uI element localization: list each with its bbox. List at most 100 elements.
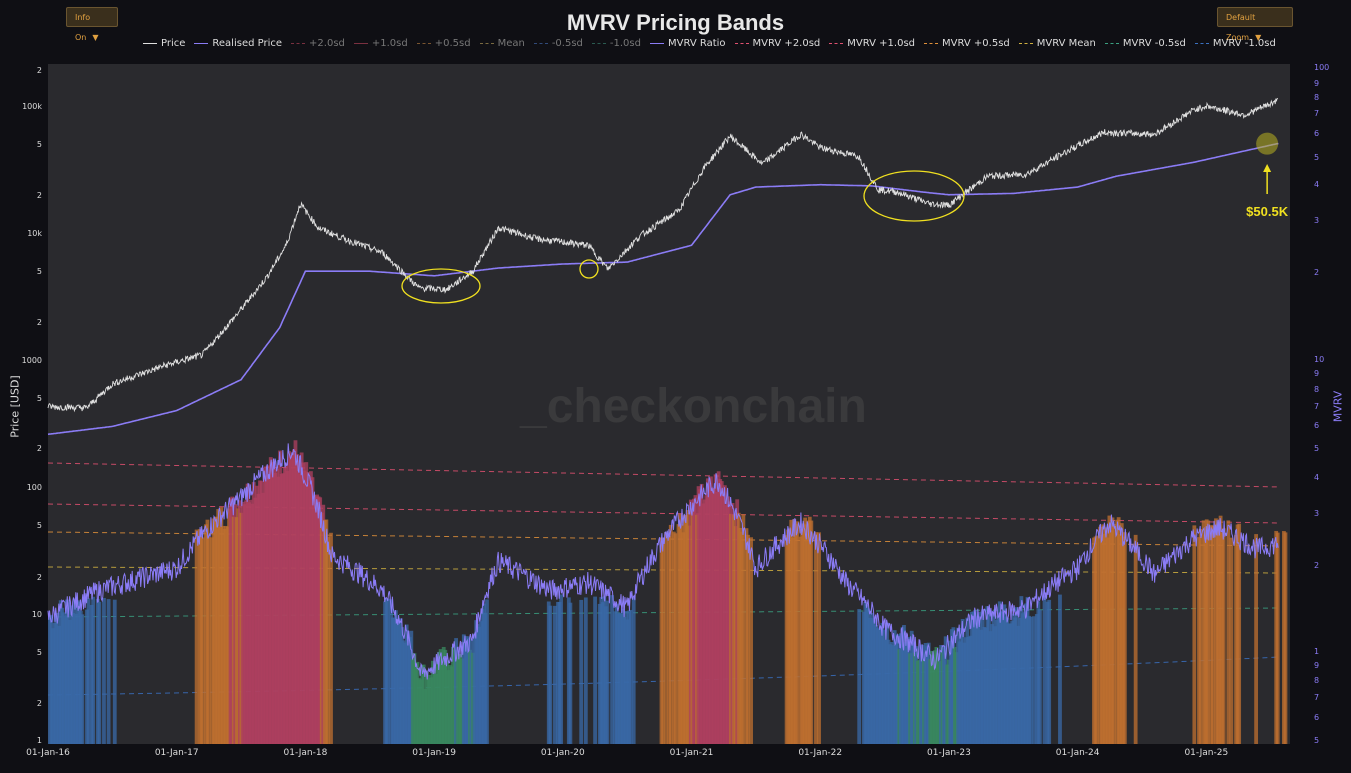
y-tick-label-right: 9 — [1314, 79, 1319, 88]
chevron-down-icon: ▼ — [1255, 33, 1262, 42]
zoom-select-label: Default Zoom — [1226, 13, 1256, 42]
y-tick-label-right: 10 — [1314, 355, 1324, 364]
legend-item[interactable]: -1.0sd — [591, 38, 641, 49]
legend-swatch — [194, 42, 209, 44]
y-tick-label-left: 2 — [37, 66, 42, 75]
legend-swatch — [479, 42, 494, 44]
y-tick-label-left: 1 — [37, 736, 42, 745]
y-tick-label-right: 8 — [1314, 93, 1319, 102]
highlight-ellipse — [401, 268, 481, 304]
y-tick-label-right: 7 — [1314, 402, 1319, 411]
y-tick-label-right: 100 — [1314, 63, 1329, 72]
mvrv-zone-bar — [1047, 599, 1052, 744]
mvrv-zone-bar — [326, 536, 330, 744]
mvrv-zone-bar — [857, 609, 862, 744]
highlight-ellipse — [863, 170, 965, 222]
mvrv-zone-bar — [605, 600, 610, 744]
info-toggle-button[interactable]: Info On ▼ — [66, 7, 118, 42]
legend-item[interactable]: Realised Price — [194, 38, 282, 49]
legend-item[interactable]: MVRV -0.5sd — [1104, 38, 1186, 49]
annotation-label: $50.5K — [1246, 204, 1289, 219]
zoom-select-button[interactable]: Default Zoom ▼ — [1217, 7, 1293, 42]
legend-item[interactable]: MVRV +2.0sd — [734, 38, 821, 49]
mvrv-zone-bar — [746, 534, 750, 744]
legend-item[interactable]: MVRV +0.5sd — [924, 38, 1010, 49]
mvrv-zone-bar — [200, 537, 205, 744]
legend-swatch — [924, 42, 939, 44]
legend-item[interactable]: MVRV -1.0sd — [1194, 38, 1276, 49]
y-tick-label-right: 6 — [1314, 129, 1319, 138]
mvrv-zone-bar — [579, 599, 584, 744]
mvrv-zone-bar — [568, 602, 573, 744]
y-tick-label-right: 8 — [1314, 385, 1319, 394]
legend-item[interactable]: +2.0sd — [291, 38, 345, 49]
mvrv-band-plus_2sd — [47, 462, 1281, 488]
x-tick-label: 01-Jan-16 — [26, 748, 70, 758]
y-tick-label-left: 2 — [37, 573, 42, 582]
legend-swatch — [353, 42, 368, 44]
mvrv-zone-bar — [559, 594, 564, 744]
mvrv-zone-bar — [1112, 523, 1116, 744]
y-tick-label-right: 4 — [1314, 180, 1319, 189]
highlight-ellipse — [579, 259, 599, 279]
legend-label: MVRV Mean — [1036, 38, 1096, 49]
mvrv-zone-bar — [1028, 616, 1033, 744]
legend-label: MVRV +1.0sd — [847, 38, 916, 49]
mvrv-zone-bar — [741, 514, 746, 744]
mvrv-zone-bar — [817, 532, 821, 744]
y-tick-label-right: 7 — [1314, 693, 1319, 702]
legend-label: MVRV -0.5sd — [1122, 38, 1186, 49]
mvrv-zone-bar — [485, 599, 489, 744]
mvrv-zone-bar — [1229, 537, 1234, 744]
annotation-marker — [1256, 132, 1279, 155]
watermark: _checkonchain — [519, 380, 867, 433]
y-tick-label-right: 1 — [1314, 647, 1319, 656]
legend-label: MVRV +0.5sd — [942, 38, 1010, 49]
legend-label: +0.5sd — [434, 38, 471, 49]
x-tick-label: 01-Jan-23 — [927, 748, 971, 758]
price-line — [47, 97, 1279, 413]
y-tick-label-right: 5 — [1314, 736, 1319, 745]
legend-item[interactable]: +0.5sd — [416, 38, 471, 49]
legend-item[interactable]: Mean — [479, 38, 525, 49]
mvrv-zone-bar — [668, 524, 673, 744]
x-tick-label: 01-Jan-17 — [155, 748, 199, 758]
y-tick-label-left: 100 — [27, 483, 42, 492]
mvrv-zone-bar — [610, 595, 614, 744]
chart-legend: Price Realised Price +2.0sd +1.0sd +0.5sd Mea… — [143, 38, 1285, 52]
legend-item[interactable]: MVRV +1.0sd — [829, 38, 915, 49]
mvrv-zone-bar — [97, 601, 102, 744]
legend-item[interactable]: Price — [143, 38, 185, 49]
mvrv-zone-bar — [112, 599, 117, 744]
legend-label: Mean — [497, 38, 525, 49]
x-tick-label: 01-Jan-20 — [541, 748, 585, 758]
mvrv-zone-bar — [1226, 520, 1231, 744]
mvrv-zone-bar — [91, 596, 96, 744]
legend-label: Realised Price — [212, 38, 283, 49]
y-tick-label-right: 4 — [1314, 473, 1319, 482]
legend-item[interactable]: -0.5sd — [533, 38, 583, 49]
info-toggle-label: Info On — [75, 13, 91, 42]
x-tick-label: 01-Jan-19 — [412, 748, 456, 758]
mvrv-zone-bar — [102, 597, 106, 744]
legend-item[interactable]: +1.0sd — [353, 38, 408, 49]
legend-item[interactable]: MVRV Mean — [1018, 38, 1096, 49]
mvrv-zone-bar — [1133, 534, 1138, 744]
mvrv-zone-bar — [86, 598, 91, 744]
legend-item[interactable]: MVRV Ratio — [649, 38, 726, 49]
legend-label: MVRV +2.0sd — [752, 38, 821, 49]
mvrv-zone-bar — [661, 537, 665, 744]
y-tick-label-left: 2 — [37, 444, 42, 453]
legend-swatch — [291, 42, 306, 44]
mvrv-zone-bar — [106, 599, 111, 744]
y-tick-label-right: 3 — [1314, 509, 1319, 518]
y-tick-label-right: 6 — [1314, 421, 1319, 430]
mvrv-zone-bar — [1283, 532, 1288, 744]
mvrv-zone-bar — [749, 537, 753, 744]
mvrv-zone-bar — [1058, 594, 1062, 744]
x-tick-label: 01-Jan-25 — [1184, 748, 1228, 758]
y-tick-label-right: 6 — [1314, 713, 1319, 722]
legend-label: +1.0sd — [371, 38, 408, 49]
legend-swatch — [1104, 42, 1119, 44]
